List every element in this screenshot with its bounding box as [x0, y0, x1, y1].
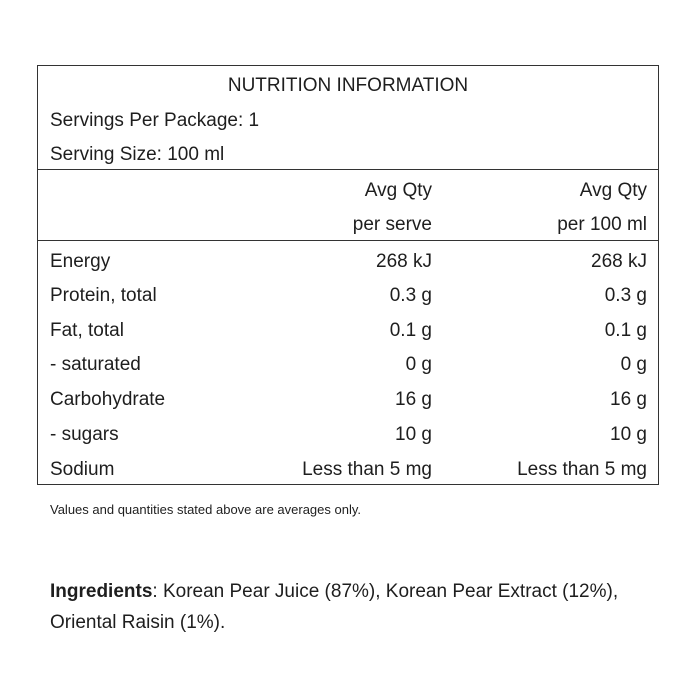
- col-per-serve-subheader: per serve: [352, 214, 432, 235]
- divider: [38, 169, 658, 170]
- per-serve-value: 0 g: [405, 354, 432, 375]
- per-serve-value: 16 g: [395, 389, 432, 410]
- ingredients-heading: Ingredients: [50, 581, 153, 602]
- nutrient-label: - sugars: [50, 424, 119, 445]
- table-row: Sodium Less than 5 mg Less than 5 mg: [38, 453, 658, 487]
- per-100ml-value: 0.1 g: [604, 320, 647, 341]
- header-row-2: per serve per 100 ml: [38, 208, 658, 242]
- table-title-row: NUTRITION INFORMATION: [38, 69, 658, 103]
- per-serve-value: 10 g: [395, 424, 432, 445]
- table-row: Energy 268 kJ 268 kJ: [38, 245, 658, 279]
- per-serve-value: 0.3 g: [389, 285, 432, 306]
- servings-per-package: Servings Per Package: 1: [50, 110, 260, 131]
- per-serve-value: 268 kJ: [376, 251, 432, 272]
- table-row: - sugars 10 g 10 g: [38, 418, 658, 452]
- servings-row: Servings Per Package: 1: [38, 104, 658, 138]
- table-row: Fat, total 0.1 g 0.1 g: [38, 314, 658, 348]
- col-per-serve-header: Avg Qty: [364, 180, 432, 201]
- nutrient-label: - saturated: [50, 354, 141, 375]
- serving-size-row: Serving Size: 100 ml: [38, 138, 658, 172]
- nutrient-label: Sodium: [50, 459, 115, 480]
- table-title: NUTRITION INFORMATION: [227, 75, 469, 96]
- per-100ml-value: 0.3 g: [604, 285, 647, 306]
- per-serve-value: 0.1 g: [389, 320, 432, 341]
- footnote: Values and quantities stated above are a…: [50, 502, 362, 517]
- nutrient-label: Energy: [50, 251, 111, 272]
- per-100ml-value: Less than 5 mg: [517, 459, 647, 480]
- header-row-1: Avg Qty Avg Qty: [38, 174, 658, 208]
- nutrient-label: Carbohydrate: [50, 389, 166, 410]
- nutrient-label: Fat, total: [50, 320, 124, 341]
- per-100ml-value: 0 g: [620, 354, 647, 375]
- table-row: Protein, total 0.3 g 0.3 g: [38, 279, 658, 313]
- table-row: Carbohydrate 16 g 16 g: [38, 383, 658, 417]
- serving-size: Serving Size: 100 ml: [50, 144, 225, 165]
- ingredients-text: : Korean Pear Juice (87%), Korean Pear E…: [50, 581, 619, 633]
- col-per-100ml-header: Avg Qty: [579, 180, 647, 201]
- ingredients: Ingredients: Korean Pear Juice (87%), Ko…: [50, 576, 660, 638]
- nutrient-label: Protein, total: [50, 285, 157, 306]
- table-row: - saturated 0 g 0 g: [38, 348, 658, 382]
- per-100ml-value: 268 kJ: [591, 251, 647, 272]
- per-100ml-value: 16 g: [610, 389, 647, 410]
- col-per-100ml-subheader: per 100 ml: [557, 214, 647, 235]
- divider: [38, 240, 658, 241]
- nutrition-table: NUTRITION INFORMATION Servings Per Packa…: [37, 65, 659, 485]
- per-100ml-value: 10 g: [610, 424, 647, 445]
- per-serve-value: Less than 5 mg: [302, 459, 432, 480]
